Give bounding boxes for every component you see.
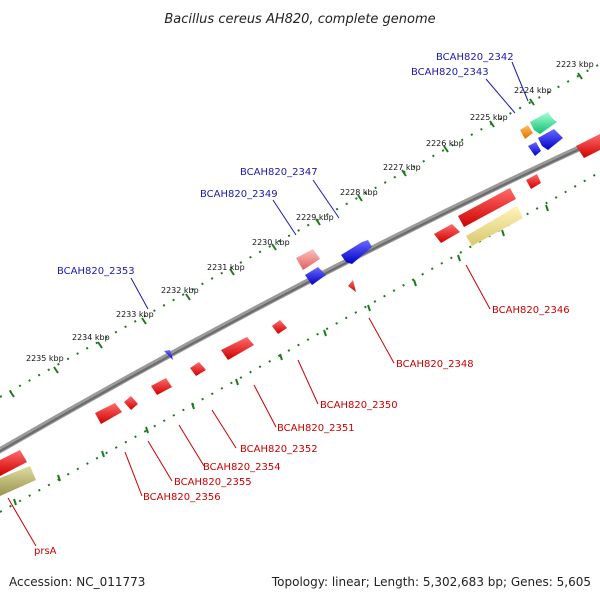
gene-label-2354[interactable]: BCAH820_2354	[203, 462, 281, 473]
gene-label-2353[interactable]: BCAH820_2353	[57, 266, 135, 277]
gene-prsa[interactable]	[0, 466, 36, 496]
kbp-label: 2234 kbp	[72, 333, 110, 342]
gene-label-2347[interactable]: BCAH820_2347	[240, 167, 318, 178]
gene-bcah820-2342[interactable]	[530, 112, 557, 134]
gene-label-2350[interactable]: BCAH820_2350	[320, 400, 398, 411]
top-tick-track	[0, 63, 600, 398]
gene-bcah820-2343[interactable]	[520, 125, 533, 139]
gene-bcah820-2355[interactable]	[124, 396, 138, 410]
gene-blue-b[interactable]	[528, 142, 541, 156]
gene-bcah820-2351[interactable]	[221, 337, 254, 360]
gene-bcah820-2349[interactable]	[296, 249, 320, 270]
top-leader-lines	[130, 61, 529, 310]
gene-label-2348[interactable]: BCAH820_2348	[396, 359, 474, 370]
gene-bcah820-2348[interactable]	[348, 280, 356, 292]
kbp-label: 2225 kbp	[470, 113, 508, 122]
gene-bcah820-2356[interactable]	[95, 403, 122, 424]
bottom-leader-lines	[7, 264, 491, 547]
gene-label-2352[interactable]: BCAH820_2352	[240, 444, 318, 455]
gene-label-2351[interactable]: BCAH820_2351	[277, 423, 355, 434]
gene-red-small-2[interactable]	[434, 224, 460, 243]
kbp-label: 2229 kbp	[296, 213, 334, 222]
kbp-label: 2227 kbp	[383, 163, 421, 172]
kbp-label: 2223 kbp	[556, 60, 594, 69]
gene-red-small-1[interactable]	[526, 174, 541, 189]
gene-label-2356[interactable]: BCAH820_2356	[143, 492, 221, 503]
bottom-major-ticks	[13, 204, 549, 506]
kbp-label: 2230 kbp	[252, 238, 290, 247]
gene-label-prsa[interactable]: prsA	[34, 546, 57, 557]
gene-blue-a[interactable]	[538, 129, 563, 150]
kbp-label: 2232 kbp	[161, 286, 199, 295]
kbp-label: 2231 kbp	[207, 263, 245, 272]
gene-bcah820-2347[interactable]	[341, 240, 372, 264]
kbp-label: 2226 kbp	[426, 139, 464, 148]
gene-label-2355[interactable]: BCAH820_2355	[174, 477, 252, 488]
gene-bcah820-2354[interactable]	[151, 378, 172, 395]
top-major-ticks	[9, 72, 583, 398]
gene-red-left[interactable]	[0, 450, 27, 476]
gene-red-long[interactable]	[458, 188, 516, 227]
map-title: Bacillus cereus AH820, complete genome	[164, 12, 435, 27]
kbp-label: 2233 kbp	[116, 310, 154, 319]
gene-label-2342[interactable]: BCAH820_2342	[436, 52, 514, 63]
kbp-label: 2228 kbp	[340, 188, 378, 197]
gene-blue-c[interactable]	[305, 267, 326, 285]
kbp-label: 2224 kbp	[514, 86, 552, 95]
gene-red-right[interactable]	[576, 134, 600, 158]
gene-bcah820-2346[interactable]	[466, 206, 523, 246]
gene-label-2349[interactable]: BCAH820_2349	[200, 189, 278, 200]
gene-bcah820-2353[interactable]	[164, 350, 173, 360]
gene-bcah820-2350[interactable]	[272, 320, 287, 334]
kbp-label: 2235 kbp	[26, 354, 64, 363]
gene-bcah820-2352[interactable]	[190, 362, 206, 376]
genome-summary-text: Topology: linear; Length: 5,302,683 bp; …	[271, 575, 591, 589]
gene-label-2343[interactable]: BCAH820_2343	[411, 67, 489, 78]
gene-label-2346[interactable]: BCAH820_2346	[492, 305, 570, 316]
accession-text: Accession: NC_011773	[9, 575, 145, 589]
